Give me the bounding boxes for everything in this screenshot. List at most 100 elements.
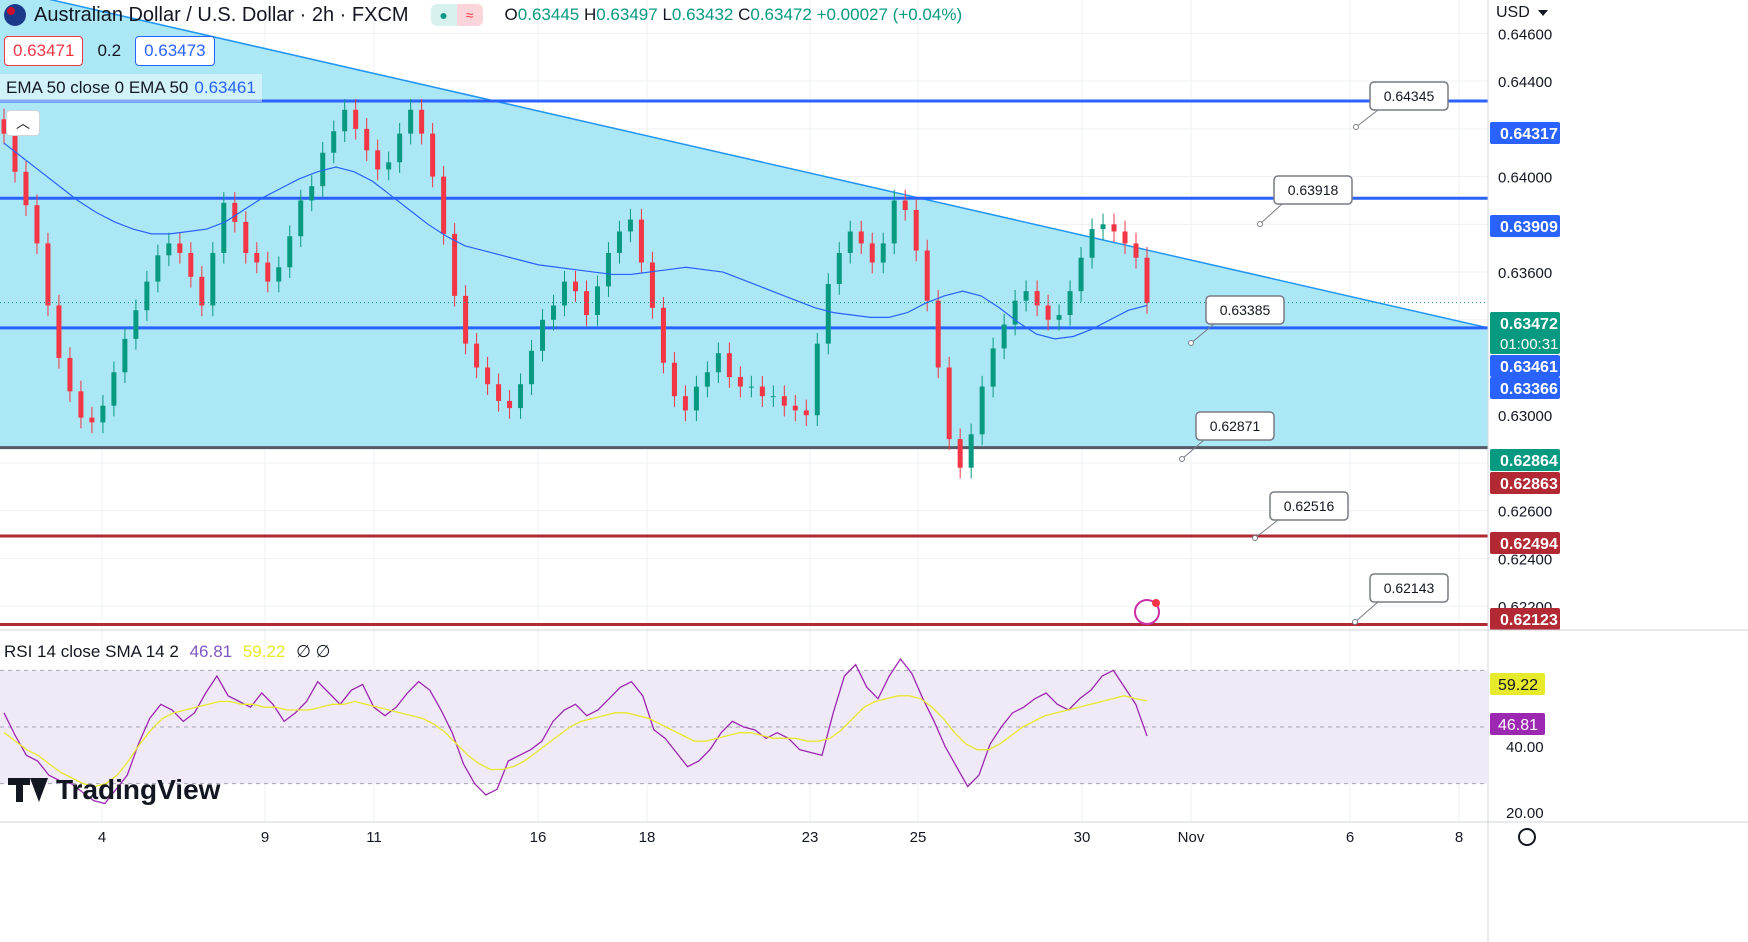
time-axis-label: 8 xyxy=(1455,829,1463,846)
rsi-value-label-box xyxy=(1490,713,1545,735)
callout-pointer xyxy=(1354,601,1379,623)
candle-body xyxy=(715,353,721,373)
candle-body xyxy=(627,219,633,232)
candle-body xyxy=(583,291,589,315)
candle-body xyxy=(34,205,40,244)
candle-body xyxy=(1067,291,1073,315)
time-axis-label: 18 xyxy=(639,829,656,846)
price-axis-tick: 0.64000 xyxy=(1498,170,1552,187)
time-axis-label: 30 xyxy=(1074,829,1091,846)
candle-body xyxy=(891,200,897,244)
triangle-upper-edge xyxy=(48,0,1489,329)
price-axis-tick: 0.64400 xyxy=(1498,74,1552,91)
change-readout: +0.00027 (+0.04%) xyxy=(816,5,963,24)
ema-legend[interactable]: EMA 50 close 0 EMA 50 0.63461 xyxy=(0,74,262,102)
candle-body xyxy=(1012,300,1018,325)
symbol-title[interactable]: Australian Dollar / U.S. Dollar · 2h · F… xyxy=(34,3,409,26)
time-axis-label: Nov xyxy=(1178,829,1205,846)
candle-body xyxy=(529,350,535,385)
candle-body xyxy=(199,276,205,306)
candle-body xyxy=(243,221,249,253)
candle-body xyxy=(924,250,930,301)
candle-body xyxy=(540,319,546,351)
candle-body xyxy=(682,396,688,411)
candle-body xyxy=(298,200,304,237)
candle-body xyxy=(463,295,469,344)
candle-body xyxy=(1122,231,1128,244)
candle-body xyxy=(56,305,62,358)
ema-50-line xyxy=(3,142,1148,340)
candle-body xyxy=(1100,224,1106,230)
candle-body xyxy=(474,343,480,368)
time-axis-label: 23 xyxy=(802,829,819,846)
candle-body xyxy=(430,133,436,177)
price-label-text: 0.63366 xyxy=(1500,381,1558,398)
candle-body xyxy=(353,109,359,129)
candle-body xyxy=(781,396,787,406)
candle-body xyxy=(177,243,183,253)
candle-body xyxy=(397,133,403,163)
candle-body xyxy=(452,233,458,296)
rsi-axis-tick: 20.00 xyxy=(1506,805,1544,822)
candle-body xyxy=(100,405,106,423)
price-label-text: 0.64317 xyxy=(1500,126,1558,143)
callout-box xyxy=(1369,573,1449,603)
callout-box xyxy=(1273,175,1353,205)
candle-body xyxy=(408,109,414,134)
price-label-box xyxy=(1490,355,1560,377)
candle-body xyxy=(386,162,392,170)
bid-ask-panel: 0.63471 0.2 0.63473 xyxy=(4,36,215,66)
candle-body xyxy=(276,267,282,282)
candle-body xyxy=(979,386,985,435)
candle-body xyxy=(254,252,260,263)
spread-value: 0.2 xyxy=(97,41,122,60)
candle-body xyxy=(605,252,611,287)
rsi-sma-label-box xyxy=(1490,673,1545,695)
callout-box xyxy=(1269,491,1349,521)
candle-body xyxy=(375,150,381,170)
candle-body xyxy=(12,133,18,172)
candle-body xyxy=(803,410,809,416)
market-status[interactable]: ● ≈ xyxy=(430,4,483,26)
buy-button[interactable]: 0.63473 xyxy=(135,36,215,66)
collapse-legend-button[interactable]: ︿ xyxy=(6,110,40,136)
tradingview-logo[interactable]: TradingView xyxy=(8,774,220,806)
candle-body xyxy=(45,243,51,306)
price-label-text: 0.62864 xyxy=(1500,453,1558,470)
rsi-legend[interactable]: RSI 14 close SMA 14 2 46.81 59.22 ∅ ∅ xyxy=(4,642,331,661)
callout-label: 0.62143 xyxy=(1384,580,1435,596)
price-label-text: 0.63472 xyxy=(1500,316,1558,333)
candle-body xyxy=(957,439,963,468)
candle-body xyxy=(364,128,370,151)
settings-icon[interactable] xyxy=(1518,828,1536,846)
candle-body xyxy=(309,186,315,201)
candle-body xyxy=(287,236,293,268)
candle-body xyxy=(122,338,128,373)
candle-body xyxy=(836,252,842,284)
price-label-box xyxy=(1490,122,1560,144)
currency-selector[interactable]: USD xyxy=(1496,4,1548,21)
callout-pointer xyxy=(1190,323,1215,344)
candle-body xyxy=(825,283,831,344)
price-label-box xyxy=(1490,312,1560,354)
price-label-box xyxy=(1490,215,1560,237)
candle-body xyxy=(1,119,7,134)
callout-anchor xyxy=(1352,619,1358,625)
callout-pointer xyxy=(1254,519,1279,539)
candle-body xyxy=(726,353,732,378)
sell-button[interactable]: 0.63471 xyxy=(4,36,84,66)
candle-body xyxy=(858,231,864,244)
callout-anchor xyxy=(1257,221,1263,227)
candle-body xyxy=(342,109,348,132)
candle-body xyxy=(188,252,194,277)
candle-body xyxy=(89,417,95,423)
candle-body xyxy=(1001,324,1007,349)
price-label-box xyxy=(1490,449,1560,471)
candle-body xyxy=(704,372,710,387)
candle-body xyxy=(616,231,622,253)
callout-anchor xyxy=(1179,456,1185,462)
price-label-box xyxy=(1490,608,1560,630)
candle-body xyxy=(485,367,491,385)
